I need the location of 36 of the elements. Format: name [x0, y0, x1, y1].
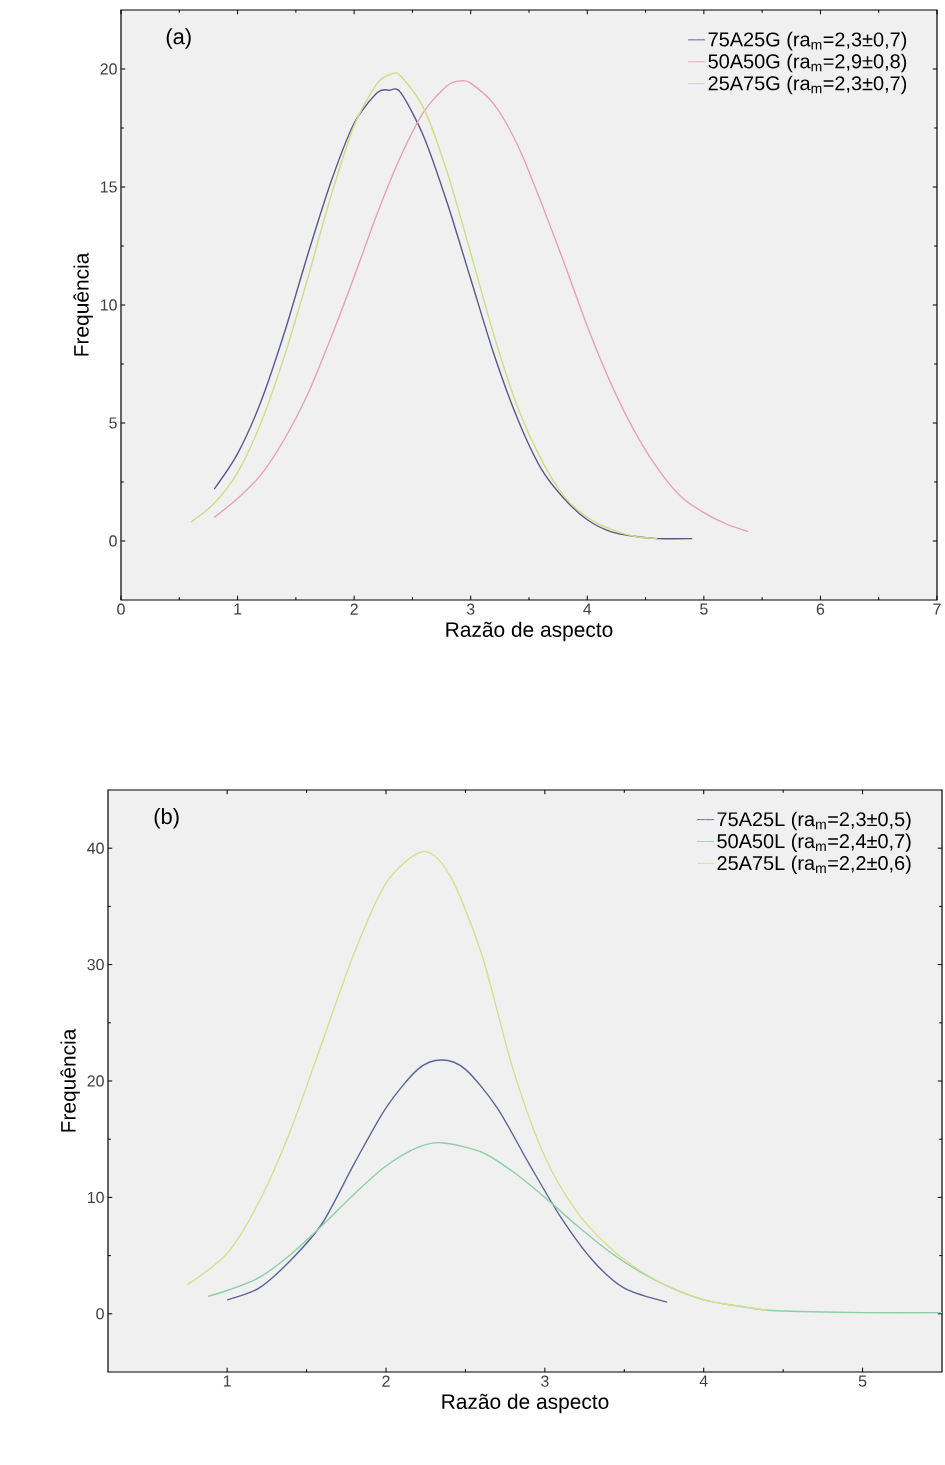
line-series [226, 1059, 668, 1303]
annotation: (b) [154, 808, 179, 829]
x-tick-label: 3 [466, 603, 475, 615]
x-tick-label: 5 [858, 1375, 867, 1387]
y-axis-title: Frequência [60, 1028, 80, 1132]
legend-label: 75A25L (ra$_{m}$=2,3±0,5) [717, 811, 911, 831]
x-tick-label: 2 [382, 1375, 390, 1387]
y-tick-label: 20 [87, 1075, 104, 1087]
x-tick-label: 4 [583, 603, 592, 615]
y-tick-label: 0 [109, 535, 117, 547]
y-tick-label: 20 [100, 63, 117, 75]
legend-label: 50A50L (ra$_{m}$=2,4±0,7) [717, 833, 911, 853]
annotation: (a) [166, 28, 191, 49]
y-tick-label: 30 [87, 958, 104, 971]
x-tick-label: 3 [541, 1375, 549, 1387]
y-tick-label: 0 [96, 1308, 104, 1320]
y-tick-label: 40 [87, 842, 104, 854]
y-axis-title: Frequência [73, 252, 93, 356]
x-axis-title: Razão de aspecto [446, 621, 613, 642]
y-tick-label: 10 [87, 1191, 104, 1204]
x-tick-label: 1 [223, 1375, 231, 1387]
x-tick-label: 6 [816, 603, 825, 615]
x-tick-label: 0 [117, 603, 125, 615]
x-tick-label: 5 [700, 603, 708, 615]
x-tick-label: 4 [699, 1375, 708, 1387]
y-tick-label: 15 [100, 181, 117, 193]
legend-label: 25A75L (ra$_{m}$=2,2±0,6) [717, 855, 911, 875]
x-axis-title: Razão de aspecto [442, 1393, 609, 1414]
y-tick-label: 10 [100, 299, 117, 311]
legend-label: 25A75G (ra$_{m}$=2,3±0,7) [708, 75, 907, 95]
x-tick-label: 1 [234, 603, 242, 615]
legend-label: 50A50G (ra$_{m}$=2,9±0,8) [708, 53, 907, 73]
legend-label: 75A25G (ra$_{m}$=2,3±0,7) [708, 31, 907, 51]
y-tick-label: 5 [109, 417, 117, 429]
x-tick-label: 2 [350, 603, 358, 615]
x-tick-label: 7 [933, 603, 941, 615]
